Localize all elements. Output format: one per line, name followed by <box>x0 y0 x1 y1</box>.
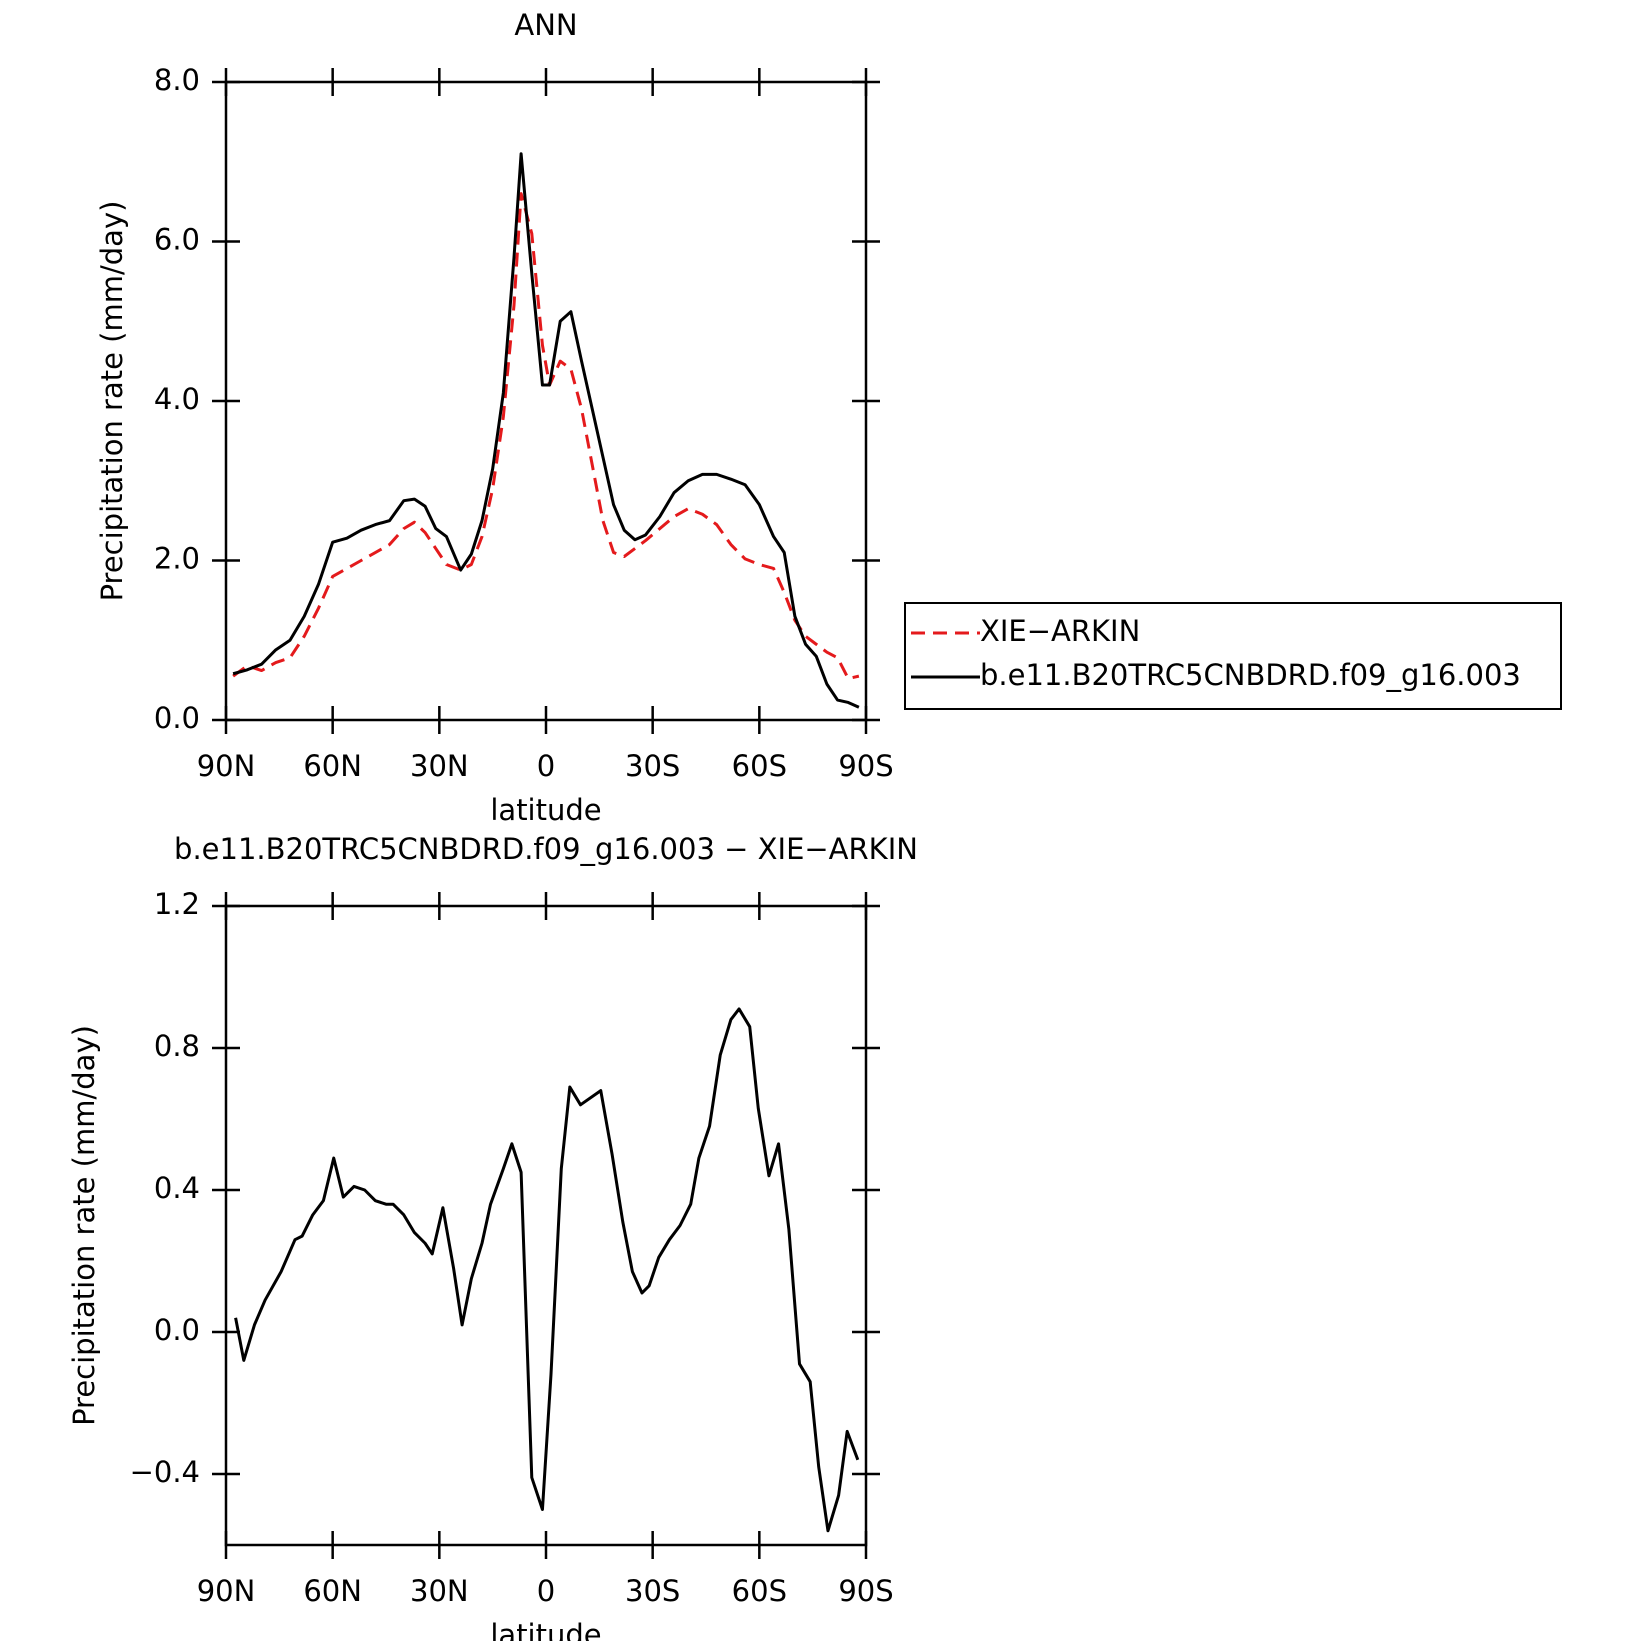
x-tick-label: 30N <box>410 1574 469 1608</box>
x-tick-label: 60S <box>732 1574 787 1608</box>
x-axis-label: latitude <box>490 793 601 827</box>
data-line <box>232 192 860 681</box>
x-tick-label: 60N <box>303 1574 362 1608</box>
y-tick-label: 2.0 <box>154 542 200 576</box>
y-tick-label: 0.4 <box>154 1171 200 1205</box>
y-tick-label: 1.2 <box>154 887 200 921</box>
y-tick-label: 6.0 <box>154 223 200 257</box>
chart-title: b.e11.B20TRC5CNBDRD.f09_g16.003 − XIE−AR… <box>174 832 918 866</box>
y-tick-label: 0.0 <box>154 1313 200 1347</box>
x-tick-label: 30S <box>625 749 680 783</box>
x-tick-label: 60N <box>303 749 362 783</box>
plot-frame <box>224 80 868 722</box>
legend-label: b.e11.B20TRC5CNBDRD.f09_g16.003 <box>980 658 1521 692</box>
x-tick-label: 60S <box>732 749 787 783</box>
y-tick-label: 0.8 <box>154 1029 200 1063</box>
x-tick-label: 0 <box>537 749 555 783</box>
x-tick-label: 90S <box>838 749 893 783</box>
x-tick-label: 90N <box>197 749 256 783</box>
legend-label: XIE−ARKIN <box>980 614 1140 648</box>
x-tick-label: 30S <box>625 1574 680 1608</box>
legend-box <box>904 602 1562 710</box>
x-tick-label: 90S <box>838 1574 893 1608</box>
y-tick-label: 8.0 <box>154 63 200 97</box>
x-axis-label: latitude <box>490 1618 601 1641</box>
chart-title: ANN <box>514 8 577 42</box>
data-line <box>232 152 860 709</box>
y-axis-label: Precipitation rate (mm/day) <box>67 1025 101 1426</box>
data-line <box>234 1007 860 1533</box>
x-tick-label: 90N <box>197 1574 256 1608</box>
plot-frame <box>224 904 868 1547</box>
y-tick-label: 4.0 <box>154 382 200 416</box>
y-tick-label: 0.0 <box>154 701 200 735</box>
y-tick-label: −0.4 <box>130 1455 200 1489</box>
x-tick-label: 30N <box>410 749 469 783</box>
x-tick-label: 0 <box>537 1574 555 1608</box>
y-axis-label: Precipitation rate (mm/day) <box>95 201 129 602</box>
